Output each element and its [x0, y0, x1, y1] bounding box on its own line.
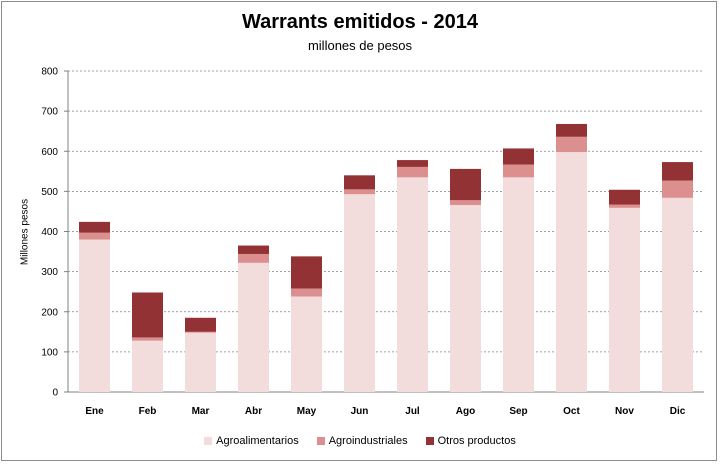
chart-title: Warrants emitidos - 2014: [241, 11, 478, 33]
legend-label: Otros productos: [437, 435, 516, 447]
bar-segment: [344, 194, 375, 392]
y-tick-label: 600: [41, 147, 58, 158]
x-tick-label: Nov: [615, 406, 634, 417]
legend: Agroalimentarios Agroindustriales Otros pr…: [0, 435, 720, 447]
y-tick-label: 500: [41, 187, 58, 198]
bar-segment: [132, 337, 163, 341]
bar-segment: [450, 168, 481, 201]
y-tick-label: 0: [52, 388, 58, 399]
bar-segment: [397, 177, 428, 392]
bar-segment: [291, 288, 322, 297]
bar-segment: [132, 340, 163, 392]
bar-segment: [238, 245, 269, 254]
bar-segment: [662, 197, 693, 392]
bar-segment: [556, 123, 587, 137]
y-tick-label: 100: [41, 347, 58, 358]
bar-segment: [662, 180, 693, 198]
y-tick-label: 800: [41, 67, 58, 78]
bar-segment: [291, 296, 322, 392]
bar-segment: [556, 136, 587, 153]
bar-segment: [185, 317, 216, 332]
bar-segment: [609, 189, 640, 205]
bar-segment: [132, 292, 163, 338]
bar-segment: [291, 256, 322, 289]
legend-item: Agroindustriales: [316, 435, 408, 447]
bar-segment: [503, 164, 534, 178]
bar-segment: [238, 253, 269, 263]
y-tick-label: 700: [41, 107, 58, 118]
bar-segment: [185, 331, 216, 333]
legend-label: Agroindustriales: [328, 435, 408, 447]
legend-swatch: [316, 437, 325, 445]
legend-swatch: [425, 437, 434, 445]
legend-item: Otros productos: [425, 435, 516, 447]
legend-swatch: [204, 437, 213, 445]
bar-segment: [397, 160, 428, 167]
bar-segment: [397, 166, 428, 178]
x-tick-label: Sep: [509, 406, 527, 417]
bar-segment: [662, 162, 693, 181]
x-tick-label: Ene: [85, 406, 104, 417]
bar-segment: [503, 148, 534, 165]
bar-segment: [450, 200, 481, 206]
bar-segment: [609, 204, 640, 208]
x-tick-label: Jun: [351, 406, 369, 417]
bar-segment: [609, 207, 640, 392]
x-tick-label: Oct: [563, 406, 580, 417]
y-tick-label: 300: [41, 267, 58, 278]
y-tick-label: 400: [41, 227, 58, 238]
bar-segment: [238, 262, 269, 392]
bar-segment: [344, 189, 375, 195]
bar-segment: [503, 177, 534, 392]
x-tick-label: Jul: [405, 406, 420, 417]
bar-segment: [185, 332, 216, 392]
bar-segment: [450, 205, 481, 392]
x-tick-label: Mar: [192, 406, 210, 417]
x-tick-label: May: [297, 406, 317, 417]
legend-item: Agroalimentarios: [204, 435, 299, 447]
x-tick-label: Ago: [456, 406, 475, 417]
x-tick-label: Dic: [670, 406, 686, 417]
y-tick-label: 200: [41, 307, 58, 318]
bar-segment: [344, 175, 375, 190]
legend-label: Agroalimentarios: [216, 435, 299, 447]
bar-segment: [556, 152, 587, 392]
bar-segment: [79, 221, 110, 233]
x-tick-label: Abr: [245, 406, 262, 417]
x-tick-label: Feb: [139, 406, 157, 417]
bar-segment: [79, 239, 110, 392]
bar-segment: [79, 232, 110, 240]
chart-subtitle: millones de pesos: [307, 38, 413, 53]
